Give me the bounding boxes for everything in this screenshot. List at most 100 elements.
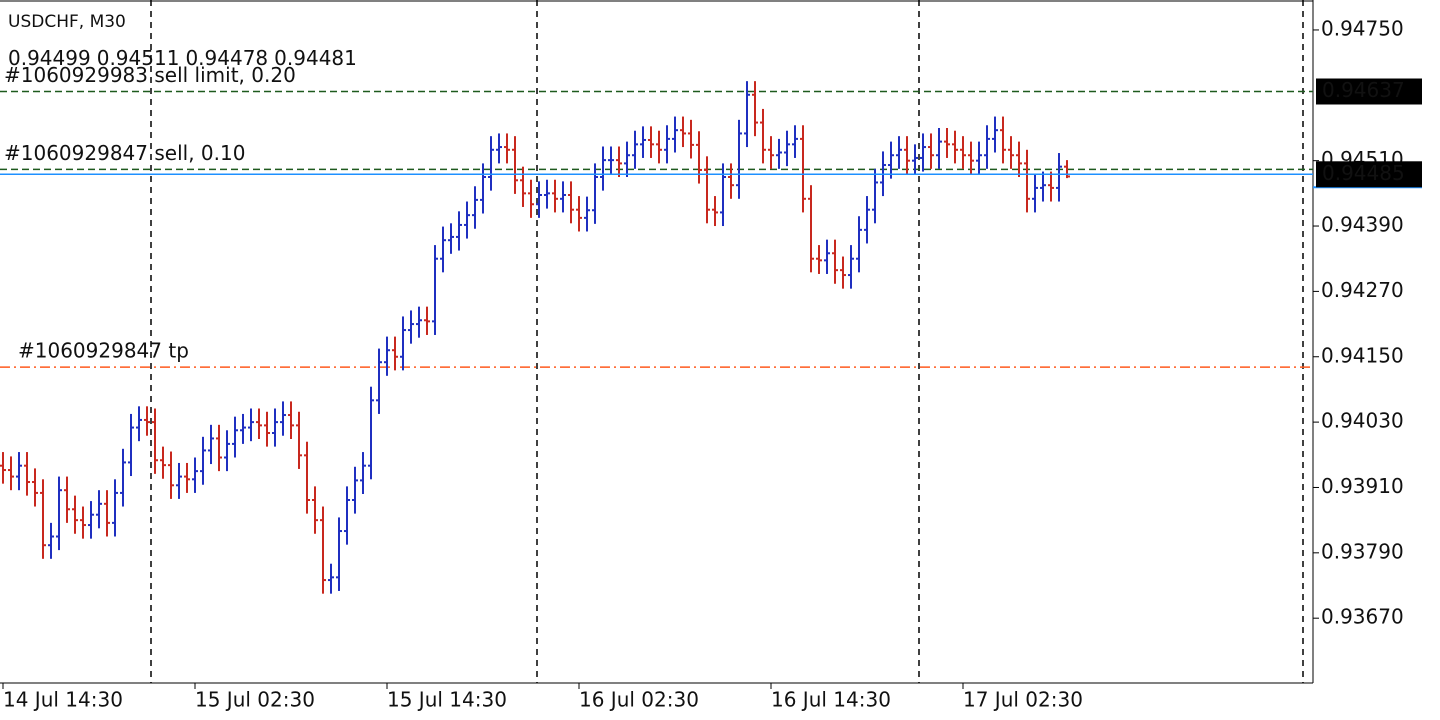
bar (752, 81, 758, 137)
bar (432, 245, 438, 335)
bar (760, 108, 766, 164)
y-tick-label: 0.94750 (1321, 16, 1404, 40)
bar (624, 141, 630, 178)
bar (1008, 136, 1014, 169)
bar (912, 144, 918, 175)
price-box-label: 0.94637 (1322, 78, 1405, 102)
bar (1056, 153, 1062, 202)
period-separators (150, 0, 1304, 683)
bar (776, 138, 782, 169)
bar (512, 136, 518, 194)
bar (952, 130, 958, 164)
bar (840, 256, 846, 289)
order-label: #1060929983 sell limit, 0.20 (4, 63, 296, 87)
x-tick-label: 16 Jul 02:30 (579, 688, 699, 712)
bar (568, 181, 574, 224)
ohlc-header: 0.94499 0.94511 0.94478 0.94481 (8, 46, 357, 70)
bar (520, 166, 526, 207)
bar (176, 462, 182, 499)
y-tick-label: 0.94270 (1321, 278, 1404, 302)
bar (904, 136, 910, 175)
bar (1064, 160, 1070, 179)
bar (960, 136, 966, 169)
ohlc-value: 0.94511 (97, 46, 180, 70)
bar (112, 479, 118, 537)
bar (528, 179, 534, 218)
bar (680, 116, 686, 148)
bar (104, 490, 110, 537)
bar (280, 401, 286, 436)
bar (184, 462, 190, 493)
bar (200, 436, 206, 485)
bar (704, 156, 710, 224)
y-tick-label: 0.93910 (1321, 474, 1404, 498)
bar (40, 479, 46, 559)
bar (496, 133, 502, 164)
bar (72, 495, 78, 534)
bar (552, 179, 558, 213)
bar (424, 306, 430, 335)
bar (16, 452, 22, 491)
bar (1024, 149, 1030, 213)
bar (264, 411, 270, 447)
bar (272, 408, 278, 447)
bar (168, 451, 174, 499)
bar (152, 408, 158, 474)
bar (536, 181, 542, 218)
bar (208, 424, 214, 465)
bar (920, 133, 926, 172)
bar (640, 126, 646, 158)
bar (632, 130, 638, 169)
bar (768, 136, 774, 169)
bar (56, 476, 62, 551)
bar (592, 163, 598, 224)
bar (1032, 174, 1038, 213)
bar (48, 522, 54, 559)
bar (808, 185, 814, 273)
bar (384, 336, 390, 376)
bar (984, 125, 990, 169)
bar (936, 127, 942, 169)
bar (144, 406, 150, 436)
bar (648, 126, 654, 158)
bar (968, 141, 974, 175)
bar (744, 81, 750, 148)
y-tick-label: 0.94150 (1321, 343, 1404, 367)
bar (672, 116, 678, 153)
bar (472, 186, 478, 229)
bar (992, 116, 998, 153)
bar (848, 245, 854, 289)
bar (712, 196, 718, 227)
bar (304, 441, 310, 514)
ohlc-value: 0.94478 (185, 46, 268, 70)
price-box (1316, 78, 1422, 105)
bar (1040, 171, 1046, 202)
price-box (1316, 161, 1422, 188)
bar (456, 211, 462, 251)
bar (64, 476, 70, 523)
bar (88, 501, 94, 539)
y-tick-label: 0.93790 (1321, 539, 1404, 563)
bar (96, 490, 102, 529)
bar (120, 448, 126, 507)
bar (608, 146, 614, 174)
x-tick-label: 16 Jul 14:30 (771, 688, 891, 712)
bar (888, 141, 894, 179)
bar (344, 486, 350, 545)
bar (80, 506, 86, 539)
bar (8, 456, 14, 491)
bar (736, 119, 742, 199)
bar (360, 452, 366, 495)
bar (320, 506, 326, 594)
bar (248, 408, 254, 442)
x-tick-label: 14 Jul 14:30 (3, 688, 123, 712)
ohlc-value: 0.94481 (274, 46, 357, 70)
bar (400, 316, 406, 371)
bar (688, 119, 694, 159)
bar (192, 457, 198, 493)
bar (928, 133, 934, 169)
bar (1048, 171, 1054, 202)
